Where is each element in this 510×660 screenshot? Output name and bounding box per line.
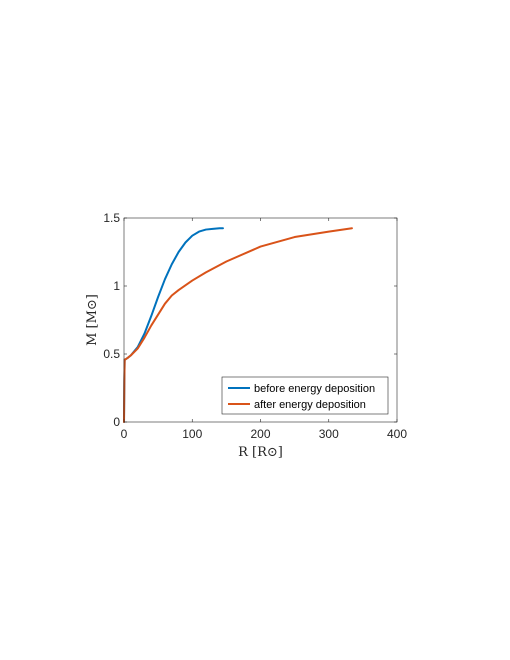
y-tick-label: 1.5: [103, 211, 120, 225]
x-tick-label: 200: [250, 427, 270, 441]
series-layer: [123, 227, 353, 423]
y-tick-label: 0.5: [103, 347, 120, 361]
y-tick-label: 1: [113, 279, 120, 293]
x-tick-label: 100: [182, 427, 202, 441]
x-tick-label: 400: [387, 427, 407, 441]
axes-box: [123, 217, 398, 423]
x-tick-label: 300: [319, 427, 339, 441]
series-line-1: [123, 227, 353, 423]
legend-label-before: before energy deposition: [254, 383, 375, 395]
legend: before energy deposition after energy de…: [221, 376, 389, 415]
x-axis-label: R [R⊙]: [238, 445, 283, 460]
legend-box: [221, 376, 389, 415]
legend-label-after: after energy deposition: [254, 399, 366, 411]
y-tick-label: 0: [113, 415, 120, 429]
x-tick-label: 0: [121, 427, 128, 441]
y-axis-label: M [M⊙]: [85, 294, 100, 346]
